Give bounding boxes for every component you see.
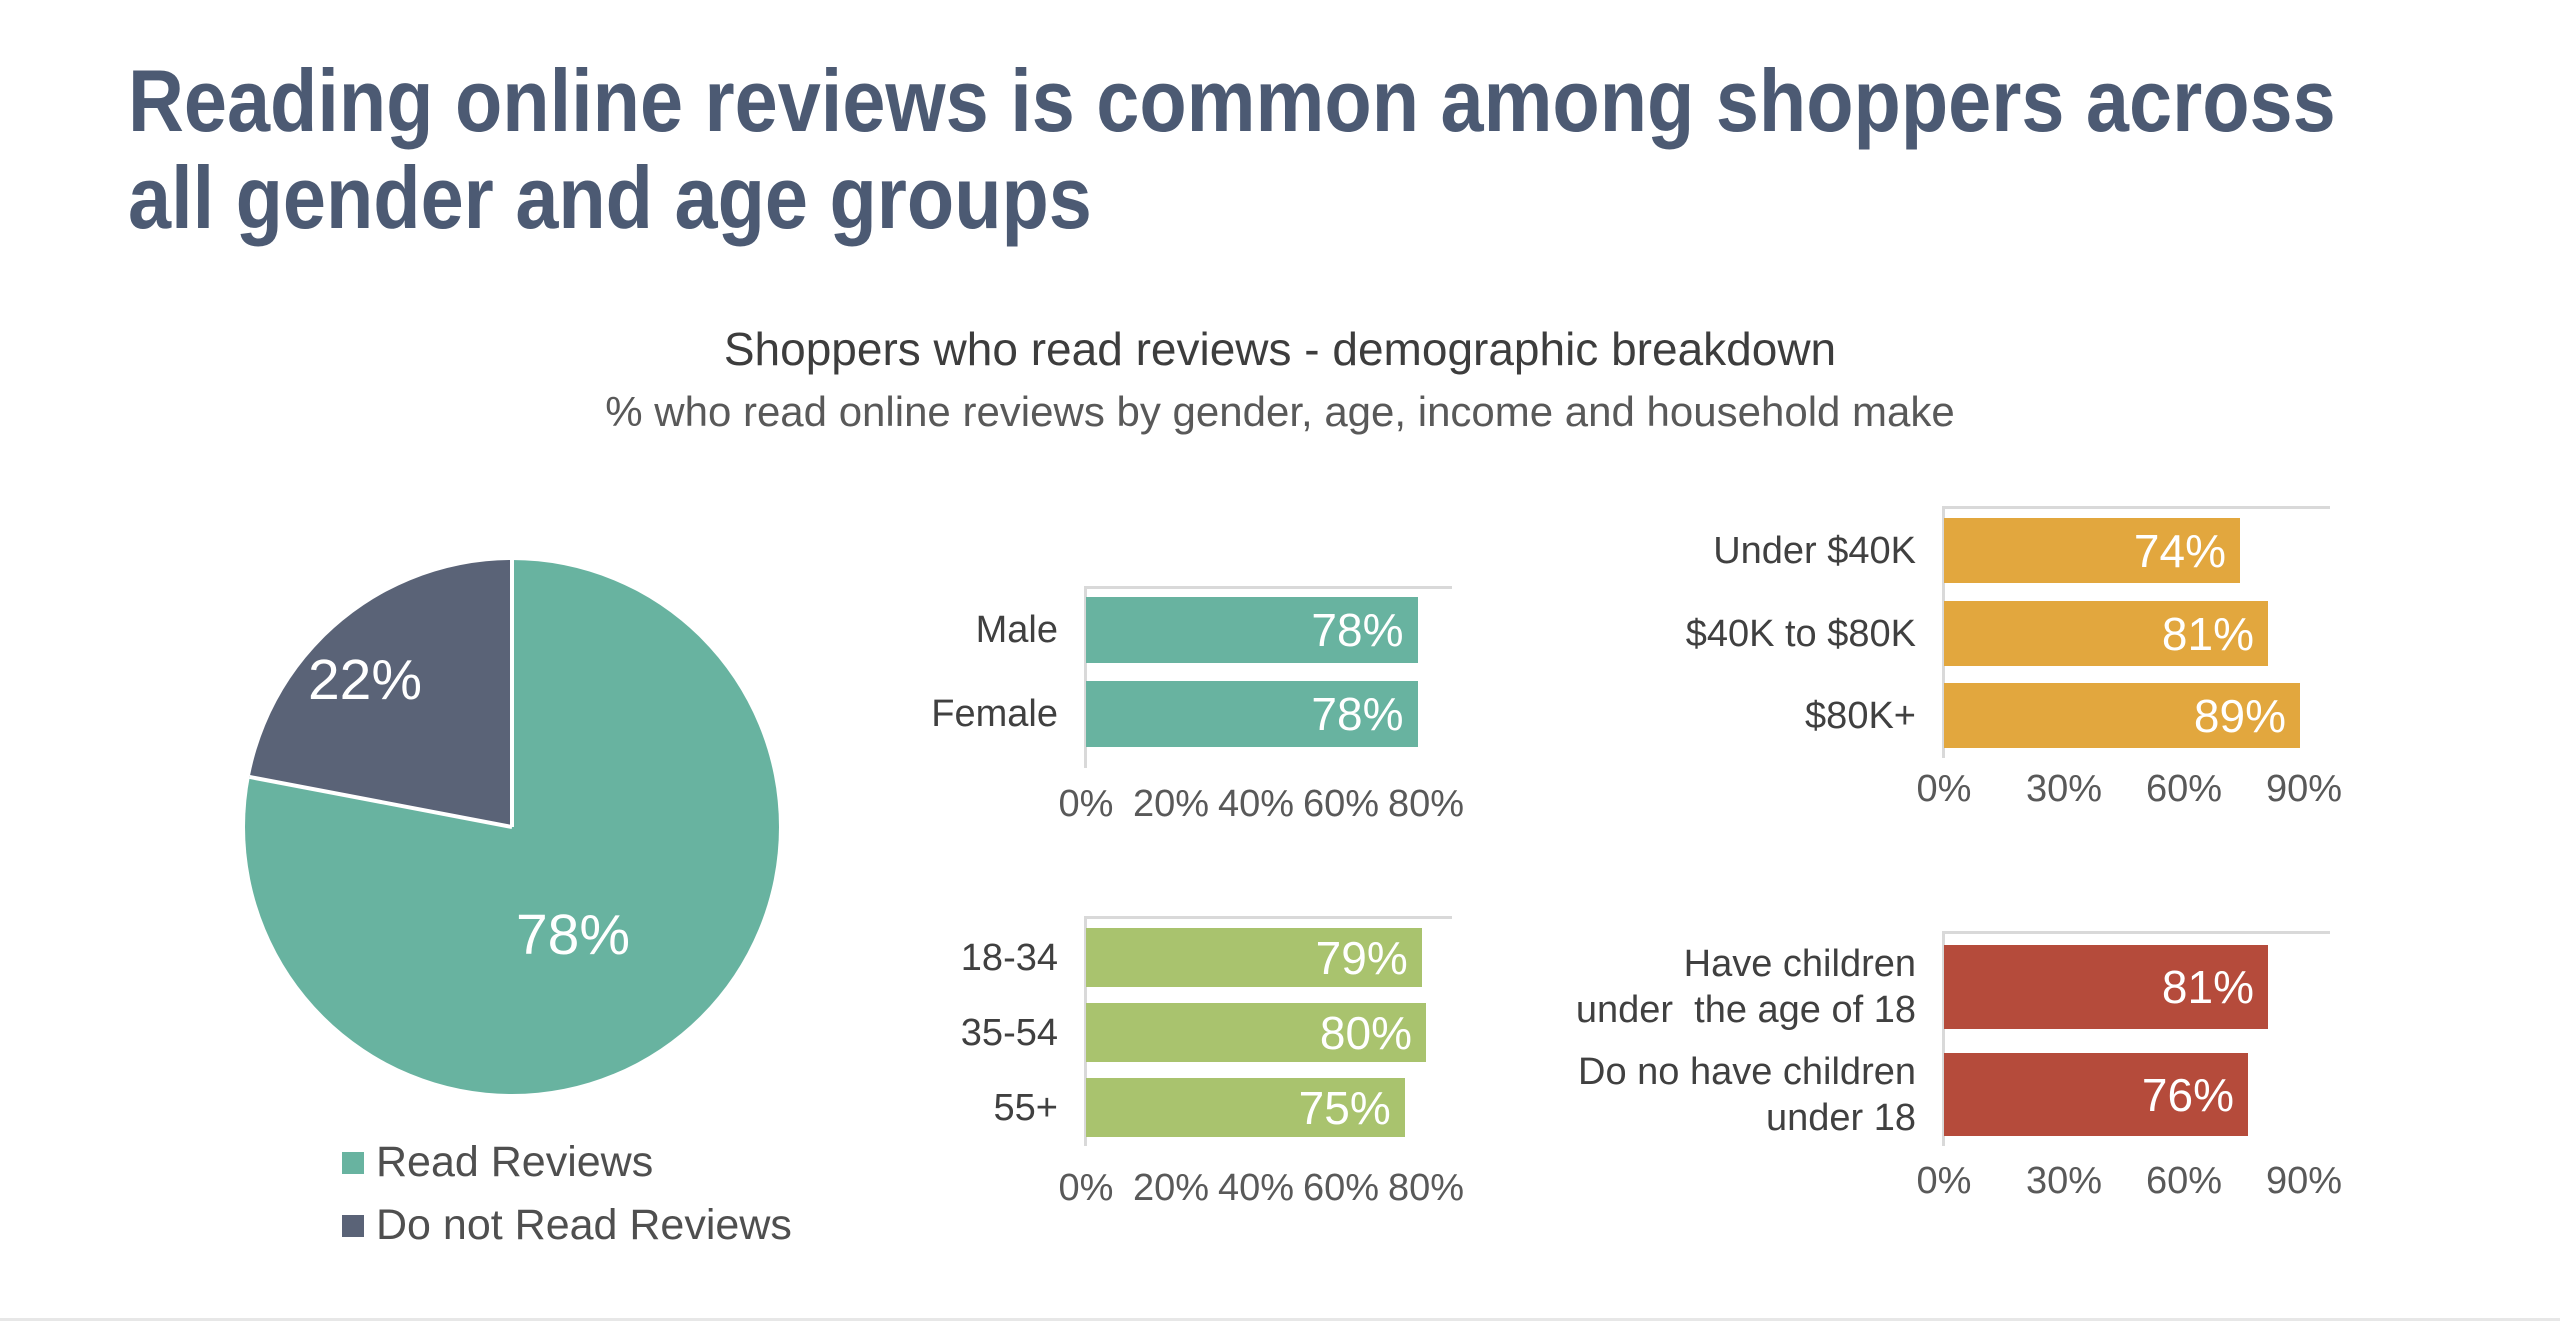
age-y-axis-line <box>1084 916 1087 1146</box>
age-plot-top-border <box>1084 916 1452 919</box>
pie-label-do-not-read: 22% <box>307 648 423 712</box>
income-x-tick-90: 90% <box>2265 768 2343 810</box>
income-bar-chart: 74% 81% 89% 0% 30% 60% 90% <box>1917 506 2342 810</box>
children-x-tick-30: 30% <box>2025 1160 2103 1202</box>
income-bar-40k-80k-value: 81% <box>2161 607 2254 660</box>
age-x-tick-40: 40% <box>1217 1167 1295 1209</box>
income-x-tick-60: 60% <box>2145 768 2223 810</box>
age-bar-35-54: 80% <box>1086 1003 1426 1062</box>
children-bar-chart: 81% 76% 0% 30% 60% 90% <box>1917 931 2342 1202</box>
income-x-tick-0: 0% <box>1916 768 1972 810</box>
income-category-40k-80k: $40K to $80K <box>1685 612 1916 655</box>
chart-group-subtitle: % who read online reviews by gender, age… <box>605 388 1955 435</box>
children-plot-top-border <box>1942 931 2330 934</box>
children-bar-no-children-value: 76% <box>2141 1068 2234 1121</box>
pie-chart-read-reviews: 22% 78% <box>245 560 779 1094</box>
children-x-tick-60: 60% <box>2145 1160 2223 1202</box>
slide-bottom-divider <box>0 1318 2560 1321</box>
gender-x-tick-40: 40% <box>1217 783 1295 825</box>
pie-slice-divider-start <box>510 560 514 827</box>
gender-x-tick-0: 0% <box>1058 783 1114 825</box>
age-category-18-34: 18-34 <box>960 936 1058 979</box>
income-x-tick-30: 30% <box>2025 768 2103 810</box>
children-x-tick-0: 0% <box>1916 1160 1972 1202</box>
income-bar-80k-plus-value: 89% <box>2193 689 2286 742</box>
pie-legend: Read Reviews Do not Read Reviews <box>342 1138 792 1264</box>
age-bar-35-54-value: 80% <box>1319 1006 1412 1059</box>
slide-title: Reading online reviews is common among s… <box>128 52 2560 246</box>
gender-x-tick-80: 80% <box>1387 783 1465 825</box>
age-category-35-54: 35-54 <box>960 1011 1058 1054</box>
gender-bar-chart: 78% 78% 0% 20% 40% 60% 80% <box>1059 586 1464 825</box>
age-bar-18-34-value: 79% <box>1315 931 1408 984</box>
age-bar-18-34: 79% <box>1086 928 1422 987</box>
children-bar-no-children: 76% <box>1944 1053 2248 1136</box>
children-x-axis: 0% 30% 60% 90% <box>1917 1160 2342 1208</box>
gender-bar-male: 78% <box>1086 597 1418 663</box>
gender-x-tick-20: 20% <box>1132 783 1210 825</box>
age-bar-chart: 79% 80% 75% 0% 20% 40% 60% 80% <box>1059 916 1464 1209</box>
legend-label-do-not-read-reviews: Do not Read Reviews <box>376 1201 792 1249</box>
income-bar-40k-80k: 81% <box>1944 601 2268 666</box>
chart-group-title: Shoppers who read reviews - demographic … <box>723 323 1837 375</box>
pie-slice-divider-end <box>249 775 513 829</box>
children-x-tick-90: 90% <box>2265 1160 2343 1202</box>
age-category-55plus: 55+ <box>993 1086 1058 1129</box>
gender-x-axis: 0% 20% 40% 60% 80% <box>1059 783 1464 831</box>
age-x-tick-80: 80% <box>1387 1167 1465 1209</box>
income-category-80k-plus: $80K+ <box>1805 694 1916 737</box>
legend-item-do-not-read-reviews: Do not Read Reviews <box>342 1201 792 1250</box>
gender-category-female: Female <box>931 693 1058 735</box>
slide-title-line1: Reading online reviews is common among s… <box>128 51 2336 150</box>
gender-bar-female: 78% <box>1086 681 1418 747</box>
age-bar-55plus: 75% <box>1086 1078 1405 1137</box>
gender-bar-male-value: 78% <box>1311 604 1404 656</box>
pie-label-read: 78% <box>515 903 631 967</box>
gender-category-male: Male <box>975 609 1058 651</box>
legend-item-read-reviews: Read Reviews <box>342 1138 792 1187</box>
income-bar-under-40k: 74% <box>1944 518 2240 583</box>
children-bar-have-children-value: 81% <box>2161 961 2254 1013</box>
gender-bar-female-value: 78% <box>1311 688 1404 740</box>
children-bar-have-children: 81% <box>1944 945 2268 1029</box>
age-bar-55plus-value: 75% <box>1298 1081 1391 1134</box>
income-category-under-40k: Under $40K <box>1713 529 1916 572</box>
gender-y-axis-line <box>1084 586 1087 768</box>
legend-swatch-do-not-read-reviews <box>342 1214 364 1237</box>
income-plot-top-border <box>1942 506 2330 509</box>
age-x-tick-0: 0% <box>1058 1167 1114 1209</box>
legend-swatch-read-reviews <box>342 1151 364 1174</box>
children-category-no-children: Do no have children under 18 <box>1578 1050 1916 1139</box>
income-y-axis-line <box>1942 506 1945 758</box>
income-x-axis: 0% 30% 60% 90% <box>1917 768 2342 816</box>
age-x-tick-60: 60% <box>1302 1167 1380 1209</box>
gender-plot-top-border <box>1084 586 1452 589</box>
slide-title-line2: all gender and age groups <box>128 148 1092 247</box>
age-x-axis: 0% 20% 40% 60% 80% <box>1059 1167 1464 1215</box>
gender-x-tick-60: 60% <box>1302 783 1380 825</box>
income-bar-under-40k-value: 74% <box>2133 524 2226 577</box>
age-x-tick-20: 20% <box>1132 1167 1210 1209</box>
legend-label-read-reviews: Read Reviews <box>376 1138 654 1186</box>
income-bar-80k-plus: 89% <box>1944 683 2300 748</box>
children-category-have-children: Have children under the age of 18 <box>1575 943 1916 1031</box>
children-y-axis-line <box>1942 931 1945 1146</box>
